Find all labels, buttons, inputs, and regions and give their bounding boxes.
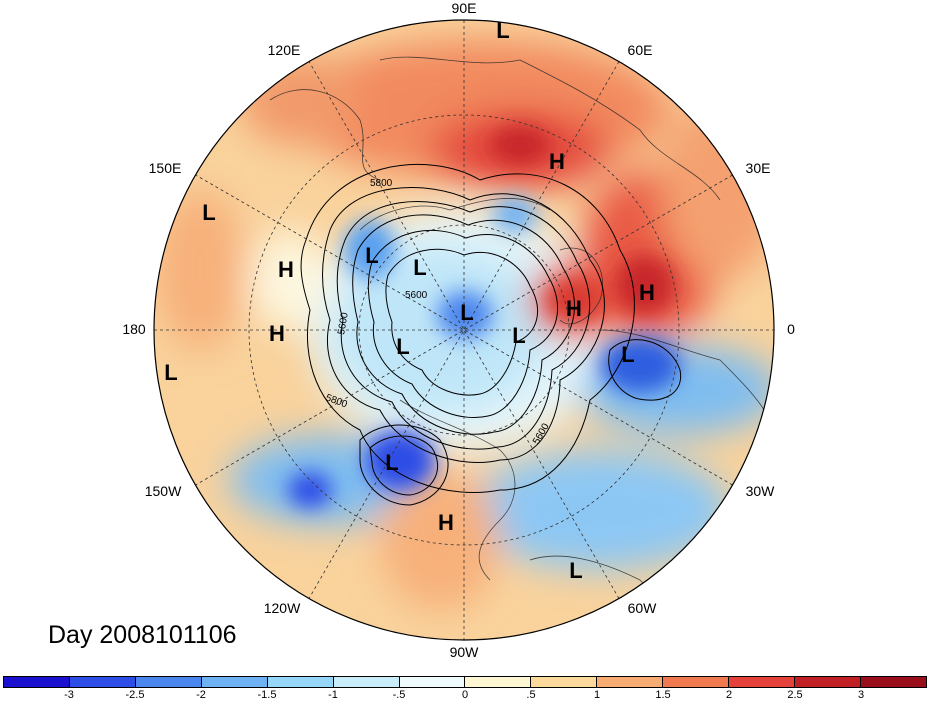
lon-label-150w: 150W — [144, 483, 182, 499]
colorbar-segment — [597, 677, 664, 687]
lon-label-60w: 60W — [627, 600, 657, 616]
high-pressure-center: H — [269, 321, 285, 346]
contour-label: 5600 — [336, 311, 351, 335]
high-pressure-center: H — [566, 296, 582, 321]
low-pressure-center: L — [512, 323, 526, 348]
colorbar-segment — [729, 677, 796, 687]
colorbar-segment — [201, 677, 268, 687]
contour-labels: 5800 5600 5600 5800 5600 — [324, 178, 552, 447]
colorbar-tick-label: 1.5 — [655, 689, 671, 701]
lon-label-60e: 60E — [627, 42, 653, 58]
lon-label-120w: 120W — [263, 600, 301, 616]
colorbar-tick-label: -3 — [64, 689, 74, 701]
low-pressure-center: L — [164, 360, 178, 385]
colorbar-segment — [860, 677, 926, 687]
low-pressure-center: L — [621, 342, 635, 367]
colorbar — [3, 676, 927, 688]
colorbar-tick-label: 2.5 — [787, 689, 803, 701]
colorbar-tick-label: -1.5 — [257, 689, 277, 701]
lon-label-90e: 90E — [451, 0, 477, 16]
high-pressure-center: H — [639, 280, 655, 305]
colorbar-tick-label: -.5 — [392, 689, 406, 701]
map-boundary — [153, 19, 775, 641]
colorbar-segment — [4, 677, 70, 687]
colorbar-tick-label: 1 — [593, 689, 601, 701]
colorbar-tick-label: 3 — [857, 689, 865, 701]
colorbar-segment — [69, 677, 136, 687]
colorbar-tick-label: -2 — [196, 689, 206, 701]
high-pressure-center: H — [438, 510, 454, 535]
colorbar-segment — [663, 677, 730, 687]
lon-label-0: 0 — [787, 321, 795, 337]
contour-label: 5600 — [405, 290, 428, 301]
low-pressure-center: L — [385, 450, 399, 475]
colorbar-segment — [531, 677, 598, 687]
colorbar-segment — [465, 677, 532, 687]
colorbar-tick-label: -1 — [328, 689, 338, 701]
colorbar-tick-label: 0 — [461, 689, 469, 701]
lon-label-90w: 90W — [449, 644, 479, 660]
low-pressure-center: L — [365, 243, 379, 268]
colorbar-tick-label: .5 — [526, 689, 536, 701]
low-pressure-center: L — [569, 558, 583, 583]
lon-label-150e: 150E — [148, 160, 182, 176]
anomaly-field — [154, 20, 774, 640]
graticule — [154, 20, 774, 640]
colorbar-tick-label: 2 — [725, 689, 733, 701]
lon-label-180: 180 — [122, 321, 146, 337]
contour-label: 5800 — [370, 178, 393, 189]
high-pressure-center: H — [278, 257, 294, 282]
colorbar-segment — [267, 677, 334, 687]
low-pressure-center: L — [460, 300, 474, 325]
lon-label-120e: 120E — [267, 42, 301, 58]
lon-label-30e: 30E — [745, 160, 771, 176]
lon-label-30w: 30W — [745, 483, 775, 499]
low-pressure-center: L — [496, 18, 510, 43]
low-pressure-center: L — [202, 200, 216, 225]
colorbar-segment — [399, 677, 466, 687]
colorbar-tick-label: -2.5 — [125, 689, 145, 701]
low-pressure-center: L — [413, 255, 427, 280]
date-label: Day 2008101106 — [48, 621, 237, 649]
colorbar-segment — [135, 677, 202, 687]
high-pressure-center: H — [549, 149, 565, 174]
colorbar-segment — [795, 677, 861, 687]
height-contours — [300, 164, 682, 506]
colorbar-segment — [333, 677, 400, 687]
low-pressure-center: L — [396, 334, 410, 359]
